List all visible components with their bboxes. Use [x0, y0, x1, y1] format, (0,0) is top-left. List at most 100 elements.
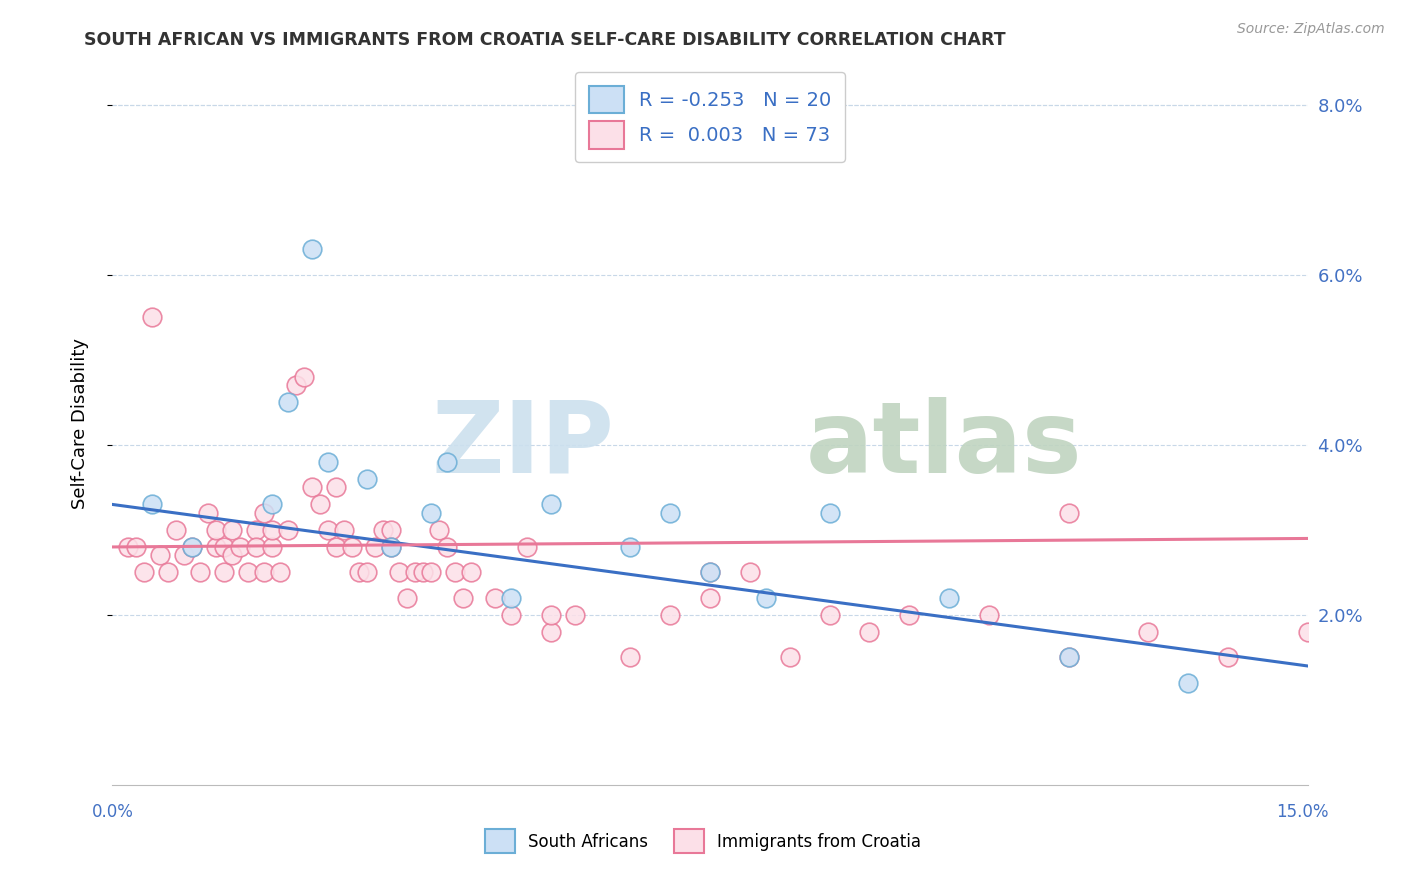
- Point: [212, 566, 235, 580]
- Text: ZIP: ZIP: [432, 397, 614, 494]
- Point: [436, 455, 458, 469]
- Point: [484, 591, 506, 605]
- Text: 15.0%: 15.0%: [1277, 803, 1329, 821]
- Point: [436, 540, 458, 554]
- Point: [340, 540, 363, 554]
- Text: SOUTH AFRICAN VS IMMIGRANTS FROM CROATIA SELF-CARE DISABILITY CORRELATION CHART: SOUTH AFRICAN VS IMMIGRANTS FROM CROATIA…: [84, 31, 1005, 49]
- Point: [125, 540, 148, 554]
- Point: [898, 607, 921, 622]
- Point: [373, 523, 395, 537]
- Point: [699, 566, 721, 580]
- Point: [325, 540, 347, 554]
- Point: [308, 498, 330, 512]
- Point: [205, 540, 228, 554]
- Point: [284, 378, 307, 392]
- Point: [205, 523, 228, 537]
- Point: [420, 566, 443, 580]
- Point: [451, 591, 474, 605]
- Point: [212, 540, 235, 554]
- Point: [540, 498, 562, 512]
- Point: [938, 591, 960, 605]
- Point: [356, 566, 378, 580]
- Point: [1057, 650, 1080, 665]
- Point: [1216, 650, 1239, 665]
- Point: [380, 523, 402, 537]
- Point: [364, 540, 387, 554]
- Point: [444, 566, 467, 580]
- Point: [460, 566, 482, 580]
- Point: [412, 566, 434, 580]
- Point: [332, 523, 354, 537]
- Y-axis label: Self-Care Disability: Self-Care Disability: [70, 338, 89, 509]
- Point: [301, 480, 323, 494]
- Point: [396, 591, 419, 605]
- Point: [141, 498, 163, 512]
- Point: [277, 395, 299, 409]
- Point: [738, 566, 761, 580]
- Point: [316, 455, 339, 469]
- Point: [260, 523, 283, 537]
- Point: [157, 566, 180, 580]
- Text: atlas: atlas: [806, 397, 1083, 494]
- Point: [619, 650, 641, 665]
- Text: Source: ZipAtlas.com: Source: ZipAtlas.com: [1237, 22, 1385, 37]
- Point: [1137, 624, 1160, 639]
- Point: [659, 506, 682, 520]
- Legend: South Africans, Immigrants from Croatia: South Africans, Immigrants from Croatia: [477, 822, 929, 862]
- Point: [356, 472, 378, 486]
- Point: [1296, 624, 1319, 639]
- Legend: R = -0.253   N = 20, R =  0.003   N = 73: R = -0.253 N = 20, R = 0.003 N = 73: [575, 72, 845, 162]
- Point: [260, 498, 283, 512]
- Point: [540, 624, 562, 639]
- Point: [221, 549, 243, 563]
- Point: [277, 523, 299, 537]
- Point: [388, 566, 411, 580]
- Point: [380, 540, 402, 554]
- Point: [564, 607, 586, 622]
- Point: [316, 523, 339, 537]
- Point: [301, 243, 323, 257]
- Point: [619, 540, 641, 554]
- Point: [540, 607, 562, 622]
- Point: [427, 523, 450, 537]
- Point: [325, 480, 347, 494]
- Point: [818, 506, 841, 520]
- Point: [1057, 506, 1080, 520]
- Point: [149, 549, 172, 563]
- Point: [181, 540, 204, 554]
- Point: [404, 566, 426, 580]
- Point: [516, 540, 538, 554]
- Point: [349, 566, 371, 580]
- Point: [499, 591, 522, 605]
- Point: [245, 540, 267, 554]
- Point: [858, 624, 880, 639]
- Point: [260, 540, 283, 554]
- Point: [236, 566, 259, 580]
- Point: [165, 523, 187, 537]
- Point: [499, 607, 522, 622]
- Point: [1177, 676, 1199, 690]
- Point: [755, 591, 778, 605]
- Point: [977, 607, 1000, 622]
- Point: [659, 607, 682, 622]
- Point: [818, 607, 841, 622]
- Point: [134, 566, 156, 580]
- Point: [253, 506, 276, 520]
- Point: [188, 566, 211, 580]
- Point: [269, 566, 291, 580]
- Point: [245, 523, 267, 537]
- Point: [197, 506, 219, 520]
- Point: [173, 549, 195, 563]
- Point: [229, 540, 252, 554]
- Point: [141, 310, 163, 325]
- Point: [699, 591, 721, 605]
- Point: [117, 540, 139, 554]
- Point: [1057, 650, 1080, 665]
- Point: [420, 506, 443, 520]
- Text: 0.0%: 0.0%: [91, 803, 134, 821]
- Point: [380, 540, 402, 554]
- Point: [699, 566, 721, 580]
- Point: [221, 523, 243, 537]
- Point: [253, 566, 276, 580]
- Point: [292, 370, 315, 384]
